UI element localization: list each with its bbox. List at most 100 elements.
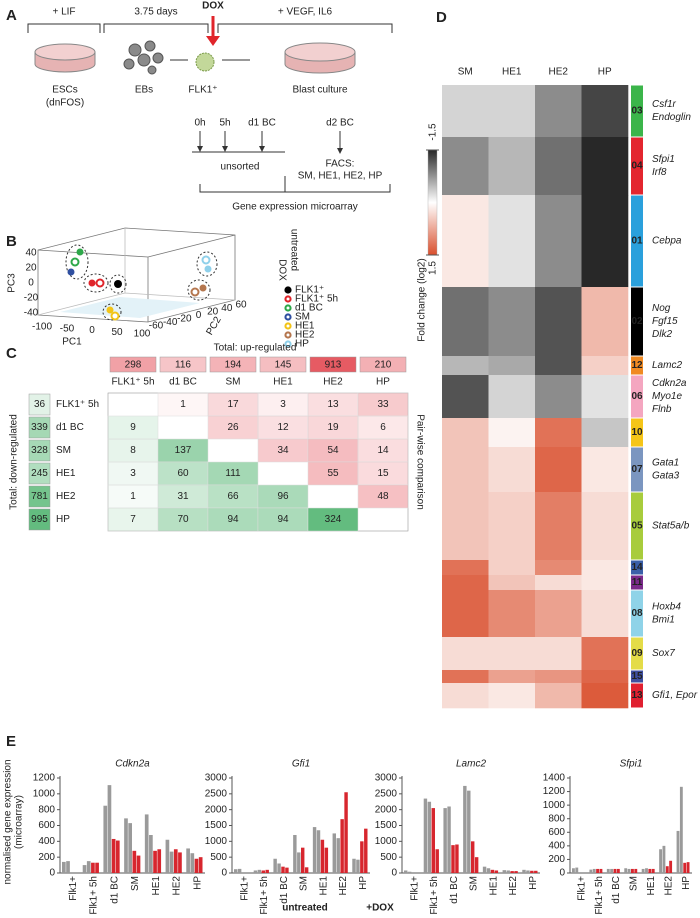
down-total: 245: [31, 468, 48, 479]
up-total-box: [209, 356, 257, 373]
heatmap-cell: [581, 590, 629, 638]
bar: [304, 867, 309, 873]
cluster-bar: [631, 590, 643, 637]
y-tick-label: 1500: [205, 820, 228, 831]
cluster-id: 03: [631, 106, 643, 117]
matrix-value: 137: [175, 445, 192, 456]
ebs: [123, 40, 164, 75]
gene-label: Dlk2: [652, 329, 672, 340]
heatmap-cell: [442, 287, 489, 357]
step-label: 3.75 days: [134, 7, 177, 18]
legend-marker: [284, 286, 292, 294]
pc2-tick: -20: [177, 314, 192, 325]
matrix-value: 48: [377, 491, 389, 502]
cluster-ring: [65, 244, 89, 280]
bar: [285, 867, 289, 873]
y-tick-label: 2000: [205, 804, 228, 815]
bar: [86, 861, 91, 873]
bar: [631, 868, 634, 873]
bar: [599, 868, 603, 873]
heatmap-cell: [535, 447, 582, 493]
legend-label: d1 BC: [295, 303, 323, 314]
time-label: d2 BC: [326, 118, 354, 129]
section-title: Pair-wise comparison: [414, 414, 425, 510]
y-tick-label: 500: [210, 852, 227, 863]
panel-label: B: [6, 233, 17, 250]
dox-arrow-head: [206, 36, 220, 46]
cluster-id: 15: [631, 671, 643, 682]
panel-label: E: [6, 733, 16, 750]
gene-label: Endoglin: [652, 112, 691, 123]
time-label: 0h: [194, 118, 205, 129]
bar: [144, 814, 149, 873]
cluster-id: 10: [631, 427, 643, 438]
bar: [435, 849, 439, 873]
row-label: d1 BC: [56, 422, 84, 433]
matrix-value: 13: [327, 399, 339, 410]
heatmap-cell: [488, 683, 536, 709]
y-tick-label: 3000: [205, 773, 228, 784]
bar: [107, 785, 112, 873]
bar: [455, 844, 459, 873]
down-total-box: [28, 485, 51, 508]
down-total-box: [28, 393, 51, 416]
x-tick-label: HE1: [646, 876, 657, 896]
matrix-value: 70: [177, 514, 189, 525]
chart-title: Sfpi1: [620, 759, 643, 770]
bar: [324, 847, 329, 873]
heatmap-cell: [581, 137, 629, 196]
cluster-bar: [631, 492, 643, 560]
y-axis-label: (microarray): [14, 795, 25, 849]
up-total-box: [109, 356, 157, 373]
eb: [128, 43, 142, 57]
heatmap-cell: [488, 575, 536, 591]
heatmap-cell: [535, 683, 582, 709]
legend-label: HP: [295, 339, 309, 350]
down-total: 328: [31, 445, 48, 456]
matrix-value: 55: [327, 468, 339, 479]
bar: [293, 835, 297, 873]
bar: [530, 870, 534, 873]
dish-blast: [284, 42, 356, 74]
row-label: HP: [56, 514, 70, 525]
bar: [613, 868, 617, 873]
bar: [683, 862, 687, 873]
bar: [153, 850, 157, 873]
bar: [261, 870, 265, 873]
bar: [320, 839, 325, 873]
chart-title: Cdkn2a: [115, 759, 150, 770]
cluster-ring: [187, 279, 211, 301]
x-tick-label: HP: [358, 876, 369, 890]
up-total: 913: [325, 360, 342, 371]
bar: [669, 860, 673, 873]
legend-marker-center: [286, 324, 290, 328]
legend-header: untreated: [288, 229, 299, 271]
bar: [62, 861, 66, 873]
bar: [103, 805, 108, 873]
up-total-box: [159, 356, 207, 373]
bar: [186, 848, 190, 873]
legend-label: +DOX: [366, 903, 394, 914]
x-tick-label: Flk1+: [68, 876, 79, 901]
pca-point: [199, 284, 207, 292]
heatmap-cell: [442, 375, 489, 419]
cluster-id: 05: [631, 521, 643, 532]
heatmap-cell: [442, 447, 489, 493]
bar: [149, 835, 153, 873]
heatmap-cell: [535, 287, 582, 357]
bar: [257, 869, 262, 873]
matrix-value: 6: [380, 422, 386, 433]
y-tick-label: 200: [38, 852, 55, 863]
cluster-id: 04: [631, 161, 643, 172]
row-label: SM: [56, 445, 71, 456]
x-tick-label: Flk1+ 5h: [594, 876, 605, 915]
heatmap-cell: [488, 492, 536, 561]
matrix-value: 54: [327, 445, 339, 456]
bar: [534, 870, 538, 873]
bar: [486, 868, 491, 873]
pc3-tick: 20: [25, 263, 37, 274]
cluster-bar: [631, 356, 643, 375]
heatmap-cell: [535, 492, 582, 561]
bar: [336, 838, 340, 873]
